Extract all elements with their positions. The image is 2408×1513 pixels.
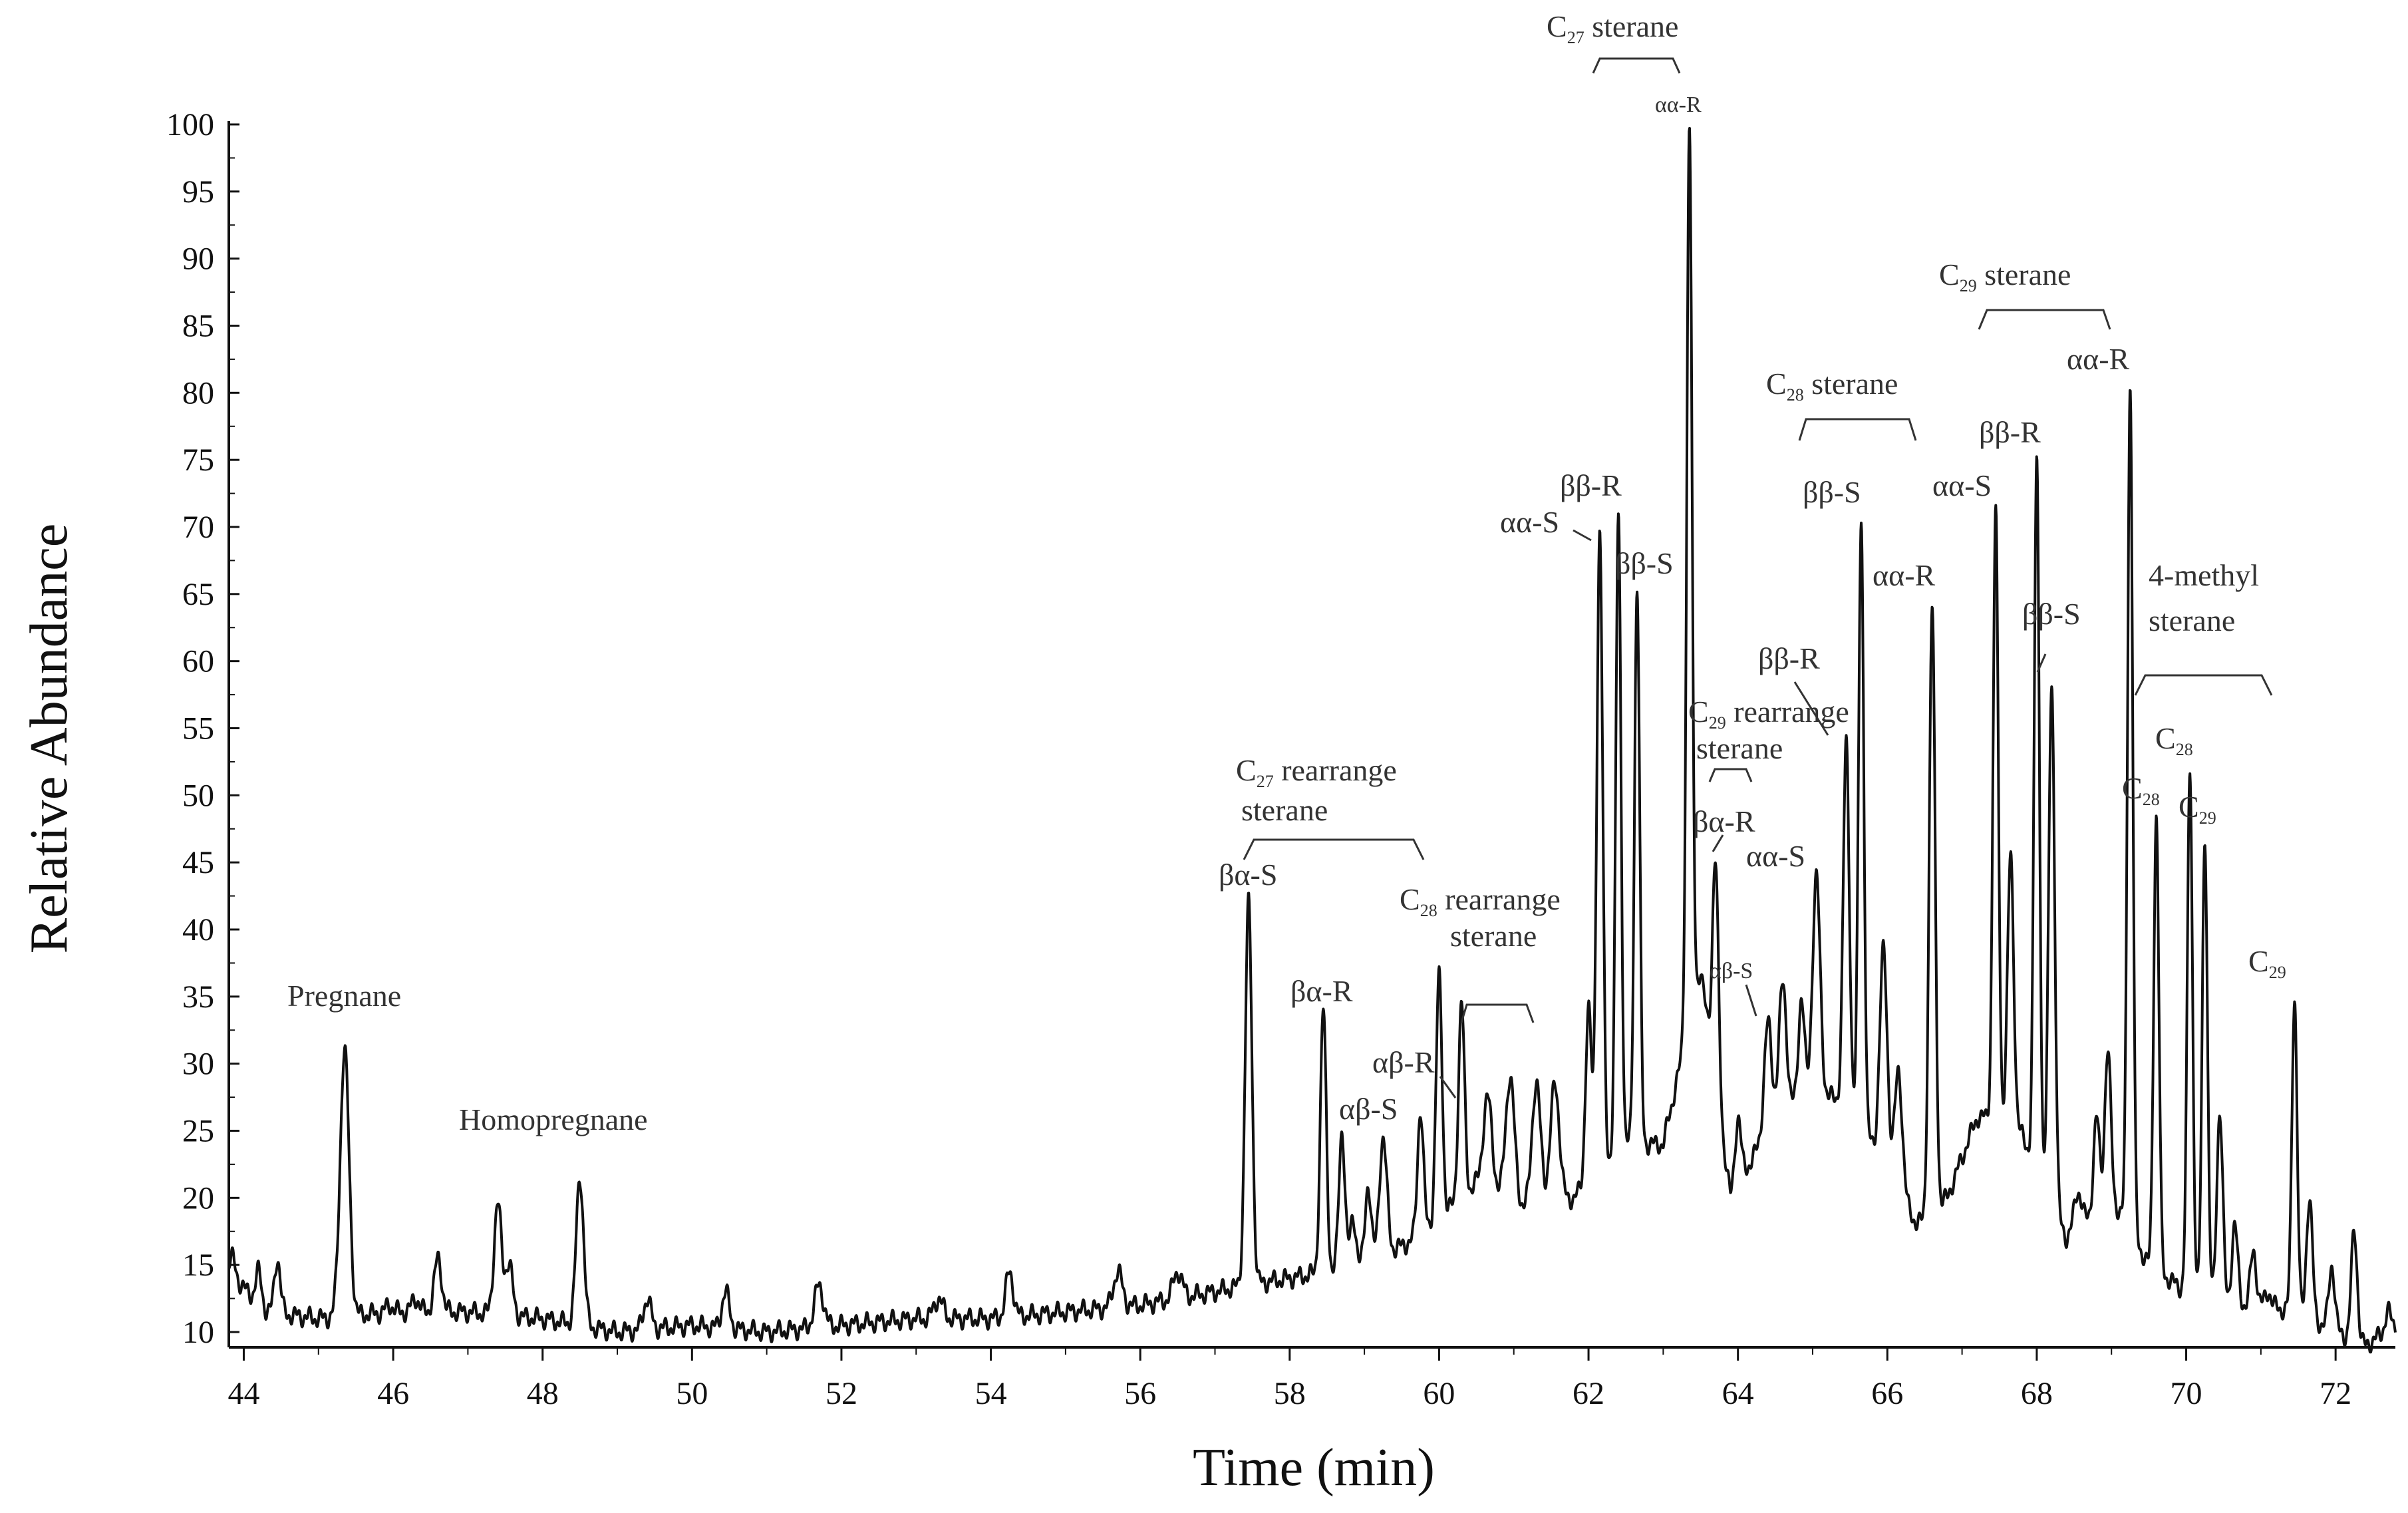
x-tick-label: 64 — [1722, 1376, 1754, 1411]
y-tick-label: 10 — [182, 1315, 214, 1350]
pregnane-label: Pregnane — [287, 979, 401, 1013]
x-tick-label: 54 — [975, 1376, 1007, 1411]
y-tick-label: 70 — [182, 510, 214, 545]
peak-label-aa-r-63: αα-R — [1655, 92, 1702, 117]
4-methyl-sterane-bracket — [2134, 674, 2273, 696]
c29-peak-label-a: C29 — [2179, 790, 2216, 828]
c27-sterane-label: C27 sterane — [1547, 9, 1678, 47]
c29-peak-label-b: C29 — [2248, 944, 2286, 982]
x-tick-label: 68 — [2021, 1376, 2053, 1411]
chromatogram-line — [227, 126, 2397, 1354]
ab-r-59-leader — [1439, 1076, 1457, 1098]
x-tick-label: 44 — [227, 1376, 259, 1411]
y-tick-label: 75 — [182, 442, 214, 478]
y-tick-label: 45 — [182, 845, 214, 880]
c29-rearrange-bracket — [1708, 768, 1753, 782]
y-tick-label: 65 — [182, 577, 214, 612]
bb-s-68-leader — [2036, 653, 2047, 673]
y-tick-label: 60 — [182, 644, 214, 679]
peak-label-bb-s-65: ββ-S — [1803, 475, 1861, 509]
y-tick-label: 40 — [182, 912, 214, 947]
c29-sterane-label: C29 sterane — [1939, 257, 2071, 295]
x-tick-label: 62 — [1573, 1376, 1604, 1411]
x-tick-label: 56 — [1124, 1376, 1156, 1411]
c28-rearrange-label-line2: sterane — [1450, 919, 1537, 953]
c27-rearrange-label-line2: sterane — [1241, 793, 1328, 827]
x-tick-label: 50 — [676, 1376, 708, 1411]
y-tick-label: 50 — [182, 778, 214, 813]
homopregnane-label: Homopregnane — [459, 1102, 648, 1136]
y-ticks: 10 15 20 25 30 35 40 45 50 55 60 65 70 75 80 85 90 95 100 — [166, 107, 239, 1350]
y-tick-label: 100 — [166, 107, 214, 142]
4-methyl-label: 4-methyl — [2149, 558, 2259, 592]
c27-sterane-bracket — [1592, 57, 1681, 74]
c28-sterane-label: C28 sterane — [1766, 367, 1898, 405]
y-tick-label: 25 — [182, 1114, 214, 1149]
peak-label-aa-r-66: αα-R — [1873, 558, 1936, 592]
c28-rearrange-label: C28 rearrange — [1400, 882, 1561, 920]
c28-rearrange-bracket — [1460, 1003, 1535, 1023]
c28-sterane-bracket — [1798, 418, 1917, 441]
peak-label-bb-r-67: ββ-R — [1979, 415, 2041, 449]
y-tick-label: 95 — [182, 174, 214, 210]
ab-s-64-leader — [1745, 984, 1757, 1017]
x-tick-label: 52 — [826, 1376, 857, 1411]
x-tick-label: 70 — [2171, 1376, 2202, 1411]
peak-label-aa-s-62: αα-S — [1500, 505, 1559, 539]
y-tick-label: 90 — [182, 242, 214, 277]
y-axis-title: Relative Abundance — [20, 524, 78, 953]
c28-peak-label-a: C28 — [2122, 771, 2160, 809]
4-methyl-label-line2: sterane — [2149, 603, 2235, 637]
peak-label-bb-r-65: ββ-R — [1758, 641, 1820, 675]
y-tick-label: 20 — [182, 1180, 214, 1216]
c27-rearrange-label: C27 rearrange — [1236, 753, 1397, 791]
peak-label-ab-s-64: αβ-S — [1710, 959, 1753, 983]
c28-peak-label-b: C28 — [2155, 721, 2193, 759]
x-ticks: 44 46 48 50 52 54 56 58 60 62 64 66 68 70 72 — [227, 1347, 2351, 1411]
peak-label-aa-s-65: αα-S — [1746, 839, 1805, 873]
x-axis-title: Time (min) — [1193, 1438, 1435, 1497]
y-tick-label: 35 — [182, 979, 214, 1015]
x-tick-label: 60 — [1423, 1376, 1455, 1411]
x-tick-label: 72 — [2320, 1376, 2351, 1411]
y-tick-label: 80 — [182, 375, 214, 411]
x-tick-label: 48 — [527, 1376, 559, 1411]
x-tick-label: 58 — [1274, 1376, 1306, 1411]
peak-label-bb-s-62: ββ-S — [1615, 546, 1674, 580]
peak-label-ba-r-63: βα-R — [1693, 804, 1755, 838]
peak-label-bb-r-62: ββ-R — [1560, 468, 1622, 502]
aa-s-62-leader — [1573, 529, 1592, 542]
peak-label-ab-r-59: αβ-R — [1372, 1045, 1435, 1079]
y-tick-label: 85 — [182, 309, 214, 344]
peak-label-ba-r-58: βα-R — [1290, 974, 1353, 1008]
c29-rearrange-label: C29 rearrange — [1688, 695, 1849, 733]
peak-label-ba-s: βα-S — [1219, 858, 1277, 892]
y-tick-label: 30 — [182, 1047, 214, 1082]
c29-sterane-bracket — [1978, 309, 2111, 330]
peak-label-aa-r-69: αα-R — [2067, 342, 2130, 376]
c29-rearrange-label-line2: sterane — [1696, 731, 1783, 765]
peak-label-ab-s-59: αβ-S — [1339, 1092, 1398, 1126]
x-tick-label: 66 — [1871, 1376, 1903, 1411]
ba-r-63-leader — [1712, 834, 1724, 852]
bb-r-65-leader — [1793, 681, 1829, 736]
c27-rearrange-bracket — [1243, 838, 1425, 860]
y-tick-label: 15 — [182, 1248, 214, 1283]
peak-label-aa-s-67: αα-S — [1932, 468, 1992, 502]
y-tick-label: 55 — [182, 711, 214, 747]
x-tick-label: 46 — [377, 1376, 409, 1411]
peak-label-bb-s-68: ββ-S — [2022, 597, 2081, 631]
